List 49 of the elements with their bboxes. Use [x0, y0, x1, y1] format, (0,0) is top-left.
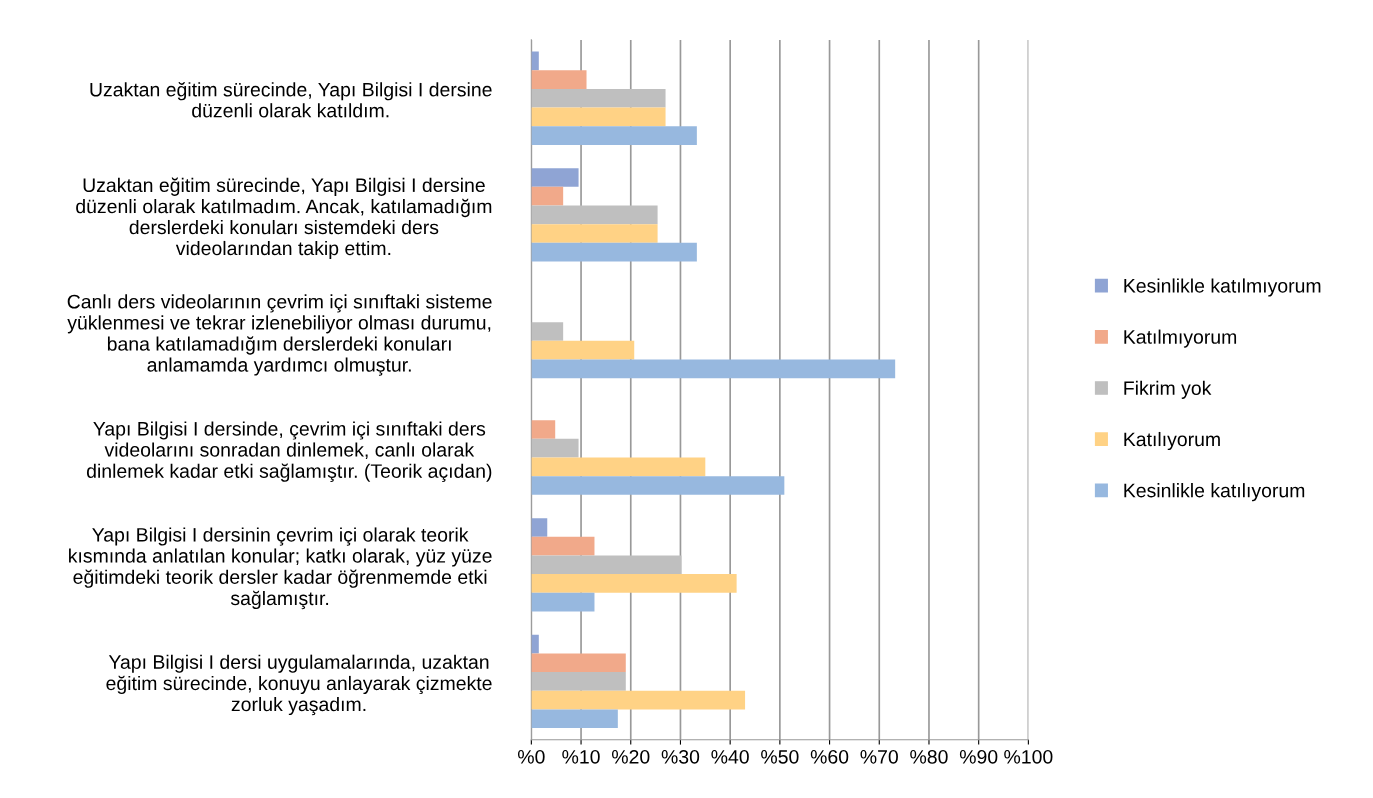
x-tick-label: %50 — [761, 749, 799, 764]
bar — [531, 518, 548, 537]
bar — [531, 653, 626, 673]
y-tick-label: Yapı Bilgisi I dersinde, çevrim içi sınıftaki ders videolarını sonradan dinlemek, canlı olarak dinlemek kadar etki sağlamıştır. (Teorik açıdan) — [86, 421, 492, 482]
bar — [531, 438, 579, 458]
x-tick-label: %40 — [711, 749, 749, 764]
bar — [531, 126, 697, 145]
y-tick-label: Canlı ders videolarının çevrim içi sınıftaki sisteme yüklenmesi ve tekrar izlenebiliyor olması durumu, bana katılamadığım derslerdeki konuları anlamamda yardımcı olmuştur. — [67, 294, 492, 376]
y-tick-label: Uzaktan eğitim sürecinde, Yapı Bilgisi I dersine düzenli olarak katılmadım. Ancak, katılamadığım derslerdeki konuları sistemdeki ders videolarından takip ettim. — [76, 177, 492, 260]
x-tick-label: %60 — [810, 749, 849, 764]
legend-label: Katılıyorum — [1124, 431, 1220, 451]
bar — [531, 457, 706, 477]
bar — [531, 88, 666, 108]
y-tick-label: Uzaktan eğitim sürecinde, Yapı Bilgisi I dersine düzenli olarak katıldım. — [90, 81, 492, 118]
legend-label: Katılmıyorum — [1124, 329, 1237, 348]
y-tick-label: Yapı Bilgisi I dersinin çevrim içi olarak teorik kısmında anlatılan konular; katkı olarak, yüz yüze eğitimdeki teorik dersler kadar öğrenmemde etki sağlamıştır. — [69, 527, 492, 610]
bar — [531, 690, 746, 710]
bar — [531, 634, 539, 654]
bar — [531, 107, 666, 127]
x-tick-label: %70 — [860, 749, 898, 764]
bar — [531, 322, 564, 341]
bar — [531, 186, 564, 206]
bar — [531, 168, 579, 187]
x-tick-label: %80 — [910, 749, 948, 764]
bar — [531, 340, 635, 360]
x-tick-label: %10 — [562, 749, 600, 764]
bar — [531, 359, 896, 379]
bar — [531, 51, 539, 71]
legend-label: Kesinlikle katılmıyorum — [1124, 278, 1321, 297]
bar — [531, 224, 658, 243]
x-tick-label: %90 — [959, 749, 998, 764]
legend-label: Fikrim yok — [1124, 380, 1212, 399]
x-tick-label: %20 — [611, 749, 650, 764]
x-tick-label: %30 — [661, 749, 700, 764]
x-tick-label: %0 — [517, 749, 545, 764]
x-tick-label: %100 — [1004, 749, 1053, 764]
bar — [531, 205, 658, 225]
bar — [531, 592, 595, 612]
bar — [531, 672, 626, 691]
bar — [531, 476, 785, 495]
bar — [531, 242, 697, 262]
y-tick-label: Yapı Bilgisi I dersi uygulamalarında, uzaktan eğitim sürecinde, konuyu anlayarak çizmekte zorluk yaşadım. — [106, 654, 492, 716]
bar — [531, 574, 737, 593]
bar — [531, 70, 587, 89]
legend-label: Kesinlikle katılıyorum — [1124, 483, 1305, 502]
bar — [531, 709, 618, 729]
bar — [531, 420, 556, 439]
bar — [531, 536, 595, 556]
bar — [531, 555, 682, 575]
